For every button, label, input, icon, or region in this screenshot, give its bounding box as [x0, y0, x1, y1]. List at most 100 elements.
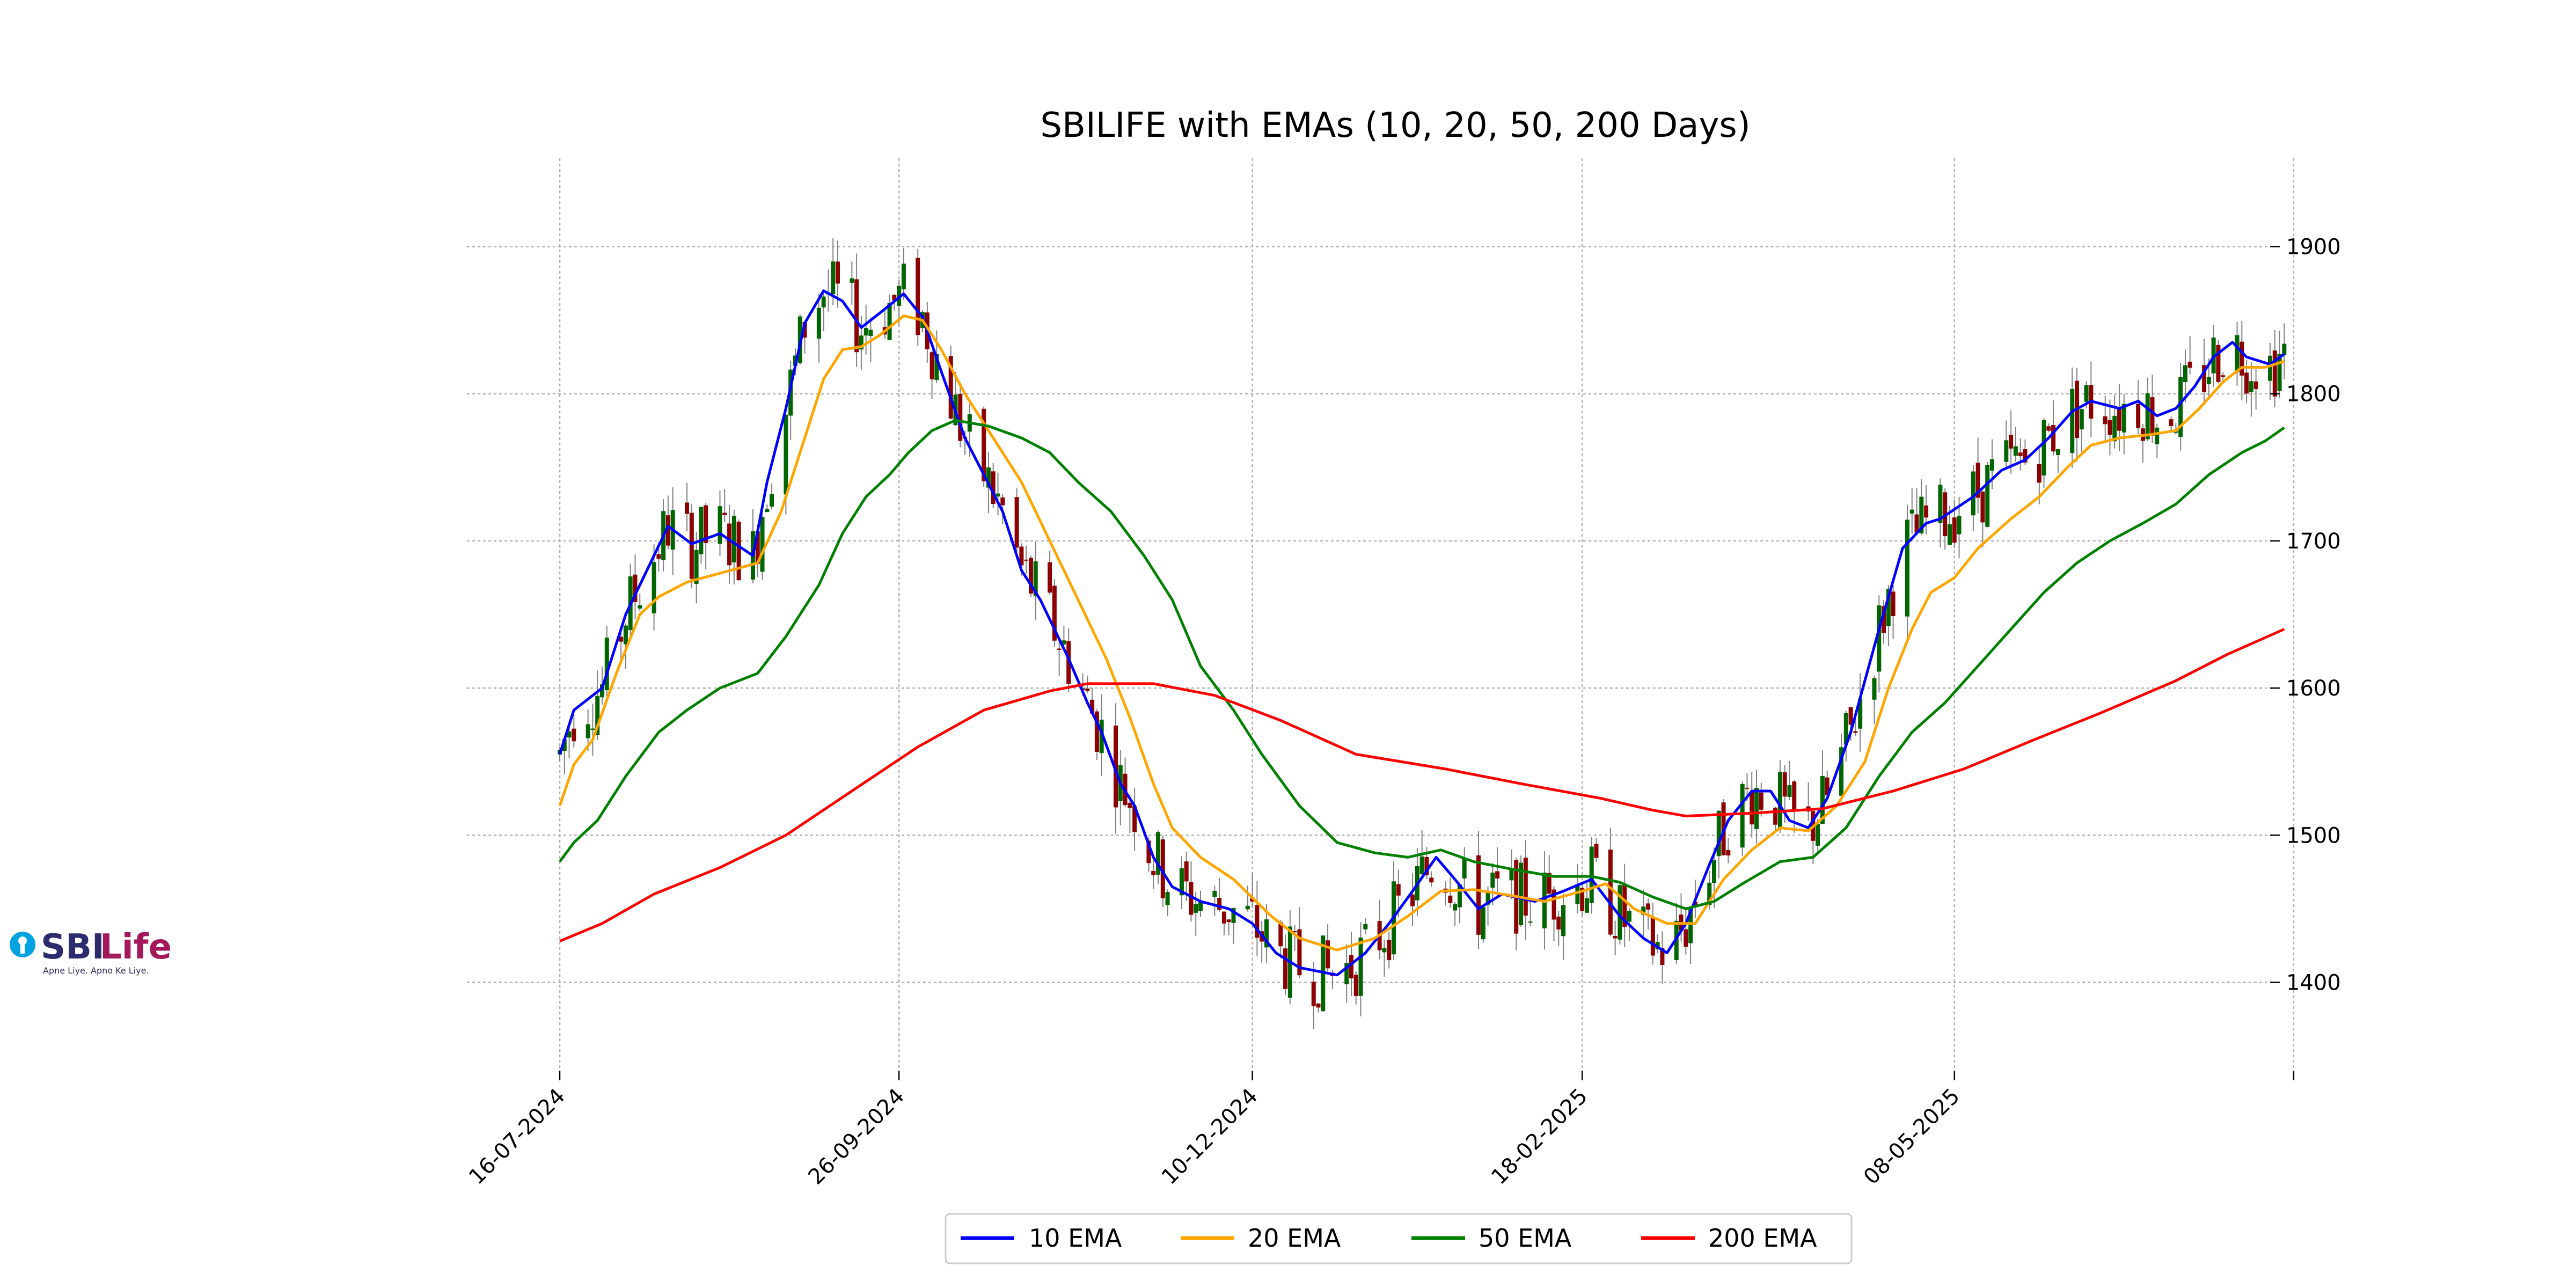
candle-up — [1198, 902, 1203, 911]
candle-down — [1000, 497, 1005, 506]
candle-down — [1146, 840, 1151, 863]
candle-up — [1344, 963, 1349, 985]
candle-up — [1627, 911, 1631, 922]
candle-down — [633, 574, 638, 602]
x-axis: 16-07-2024 26-09-2024 10-12-2024 18-02-2025… — [464, 1071, 2295, 1190]
candle-up — [595, 696, 600, 735]
candle-down — [1066, 641, 1071, 684]
y-tick-label: 1700 — [2286, 529, 2341, 554]
candle-up — [996, 493, 1000, 497]
candle-down — [2018, 452, 2023, 456]
candle-up — [901, 264, 906, 290]
candle-down — [736, 522, 741, 581]
candle-down — [2253, 381, 2258, 389]
candle-up — [699, 507, 704, 554]
candle-up — [1839, 747, 1844, 796]
candle-down — [1726, 850, 1731, 856]
candle-up — [859, 335, 863, 350]
candle-up — [1179, 868, 1184, 896]
candle-up — [1519, 862, 1524, 925]
candle-down — [1429, 877, 1434, 883]
candle-up — [1453, 904, 1458, 911]
candle-up — [1787, 785, 1792, 797]
candle-down — [685, 502, 690, 514]
y-tick-label: 1800 — [2286, 382, 2341, 407]
candle-down — [2169, 419, 2174, 426]
candle-down — [958, 394, 963, 441]
candle-down — [1750, 792, 1754, 825]
candle-down — [1424, 857, 1429, 875]
candle-down — [1853, 731, 1858, 733]
candle-down — [2037, 464, 2041, 483]
candle-up — [1820, 775, 1825, 824]
candle-up — [1194, 904, 1198, 913]
candle-up — [623, 625, 628, 645]
logo-brand-sbi: SBI — [41, 927, 105, 967]
candle-up — [1905, 519, 1909, 617]
candle-down — [1028, 558, 1033, 594]
candle-up — [1584, 898, 1589, 913]
y-tick-label: 1900 — [2286, 235, 2341, 260]
candle-down — [704, 505, 708, 543]
candle-down — [1891, 591, 1896, 616]
candle-up — [2235, 335, 2240, 372]
candle-down — [1024, 559, 1029, 561]
candle-up — [1909, 509, 1914, 514]
logo-keyhole-slot — [20, 941, 25, 954]
candle-up — [567, 731, 572, 738]
candle-down — [2240, 341, 2244, 376]
candle-up — [1485, 891, 1490, 905]
candle-up — [2268, 355, 2272, 381]
candle-up — [1957, 516, 1962, 535]
candle-up — [887, 303, 892, 340]
candle-up — [604, 638, 609, 691]
candle-up — [2206, 377, 2211, 384]
candle-down — [2051, 425, 2056, 452]
candle-up — [1156, 832, 1161, 875]
ema-lines — [558, 289, 2285, 977]
candle-down — [1297, 929, 1302, 976]
candle-down — [1316, 1003, 1321, 1008]
candle-down — [1914, 514, 1919, 533]
candle-down — [1255, 905, 1260, 938]
candle-up — [1990, 459, 1995, 471]
candle-up — [784, 414, 788, 495]
candle-down — [1759, 792, 1763, 810]
candle-down — [689, 513, 694, 579]
candle-up — [1033, 561, 1038, 596]
candle-down — [2046, 426, 2051, 431]
candle-up — [770, 494, 774, 507]
candle-down — [1792, 781, 1797, 810]
candle-up — [2055, 449, 2060, 456]
candle-up — [816, 308, 821, 339]
candle-up — [1245, 905, 1250, 910]
logo-brand-life: Life — [100, 927, 172, 967]
candle-down — [1594, 844, 1599, 858]
candle-down — [1924, 505, 1929, 518]
candle-up — [2178, 377, 2183, 437]
candle-down — [656, 554, 661, 559]
candle-down — [2103, 416, 2107, 425]
candle-up — [863, 328, 868, 336]
candle-up — [1528, 921, 1533, 923]
candle-up — [1575, 884, 1580, 904]
candle-up — [2084, 385, 2089, 402]
candle-up — [1843, 713, 1848, 745]
candle-down — [1613, 936, 1618, 939]
candle-down — [991, 471, 996, 504]
candle-down — [1646, 903, 1651, 910]
candle-up — [1358, 938, 1363, 996]
candle-down — [727, 523, 732, 566]
candle-down — [1387, 940, 1392, 961]
x-tick-label: 18-02-2025 — [1487, 1084, 1592, 1190]
candle-down — [1094, 711, 1099, 752]
candle-down — [1057, 648, 1062, 650]
candle-down — [1217, 898, 1222, 910]
candle-up — [1740, 784, 1745, 848]
candle-down — [892, 295, 897, 301]
candle-up — [1985, 465, 1990, 527]
candle-up — [760, 517, 765, 572]
candle-up — [2112, 415, 2117, 442]
candle-down — [1410, 894, 1415, 906]
candle-down — [1580, 888, 1585, 911]
